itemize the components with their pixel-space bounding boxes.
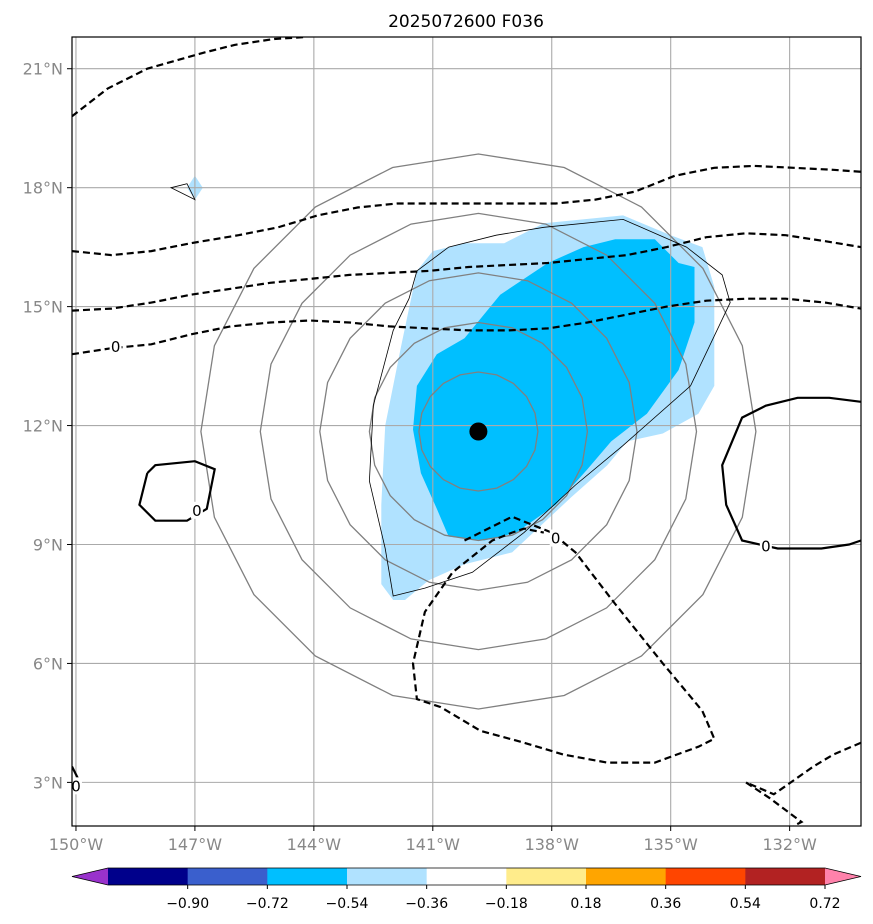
x-tick-label: 144°W — [287, 835, 342, 854]
colorbar-segment — [426, 868, 507, 885]
colorbar-segment — [665, 868, 746, 885]
colorbar-segment — [586, 868, 667, 885]
x-tick-label: 147°W — [168, 835, 223, 854]
contour-label-bg — [72, 777, 82, 795]
y-tick-label: 12°N — [23, 417, 63, 436]
contour-label-bg — [190, 501, 203, 519]
colorbar: −0.90 −0.72 −0.54 −0.36 −0.18 0.18 0.36 0.54 0.7… — [71, 867, 862, 912]
y-tick-label: 3°N — [33, 773, 63, 792]
colorbar-segment — [108, 868, 189, 885]
contour-label: 0 — [192, 502, 202, 520]
colorbar-tick-label: −0.54 — [326, 896, 369, 912]
dashed-contour — [72, 232, 861, 312]
colorbar-tick-label: 0.72 — [809, 896, 840, 912]
y-tick-label: 21°N — [23, 60, 63, 79]
colorbar-tick-label: −0.90 — [166, 896, 209, 912]
x-tick-label: 150°W — [49, 835, 104, 854]
colorbar-segment — [347, 868, 428, 885]
x-tick-label: 135°W — [644, 835, 699, 854]
contour-label-bg — [109, 338, 122, 356]
x-tick-label: 132°W — [762, 835, 817, 854]
contour-label-bg — [549, 529, 562, 547]
colorbar-tick-label: 0.36 — [650, 896, 681, 912]
x-tick-label: 138°W — [525, 835, 580, 854]
contour-label-bg — [759, 537, 772, 555]
range-ring — [200, 153, 757, 710]
y-tick-label: 6°N — [33, 654, 63, 673]
thin-contour-outline — [368, 218, 731, 597]
chart-title: 2025072600 F036 — [388, 12, 544, 32]
colorbar-tick-label: 0.18 — [570, 896, 601, 912]
range-ring — [259, 212, 698, 651]
axis-ticks: 150°W 147°W 144°W 141°W 138°W 135°W 132°W 3°N 6°… — [23, 60, 817, 854]
range-ring — [319, 272, 638, 591]
colorbar-segment — [506, 868, 587, 885]
colorbar-tick-label: −0.72 — [246, 896, 289, 912]
dashed-contour — [745, 741, 861, 796]
colorbar-extend-high — [825, 868, 861, 885]
y-tick-label: 18°N — [23, 179, 63, 198]
y-tick-label: 9°N — [33, 535, 63, 554]
plot-frame — [71, 36, 862, 827]
contour-label: 0 — [111, 338, 121, 356]
contour-label: 0 — [71, 777, 81, 795]
colorbar-outline — [71, 867, 862, 886]
solid-contour — [138, 460, 216, 522]
range-ring — [418, 371, 539, 492]
contour-label: 0 — [761, 537, 771, 555]
colorbar-extend-low — [72, 868, 108, 885]
colorbar-segment — [187, 868, 268, 885]
colorbar-tick-label: 0.54 — [730, 896, 761, 912]
colorbar-tick-label: −0.36 — [405, 896, 448, 912]
x-tick-label: 141°W — [406, 835, 461, 854]
storm-center-marker — [469, 422, 488, 441]
dashed-contour — [745, 781, 804, 826]
solid-contour — [721, 396, 861, 550]
dashed-contour — [72, 37, 306, 118]
y-tick-label: 15°N — [23, 298, 63, 317]
thin-contour-small — [169, 183, 196, 201]
colorbar-segment — [267, 868, 348, 885]
colorbar-segment — [745, 868, 826, 885]
dashed-contour — [72, 164, 861, 257]
plot-area: 0 0 0 0 0 — [71, 37, 861, 826]
dashed-contour — [72, 297, 861, 356]
dashed-contour — [411, 515, 716, 764]
contour-label: 0 — [551, 530, 561, 548]
colorbar-tick-label: −0.18 — [485, 896, 528, 912]
